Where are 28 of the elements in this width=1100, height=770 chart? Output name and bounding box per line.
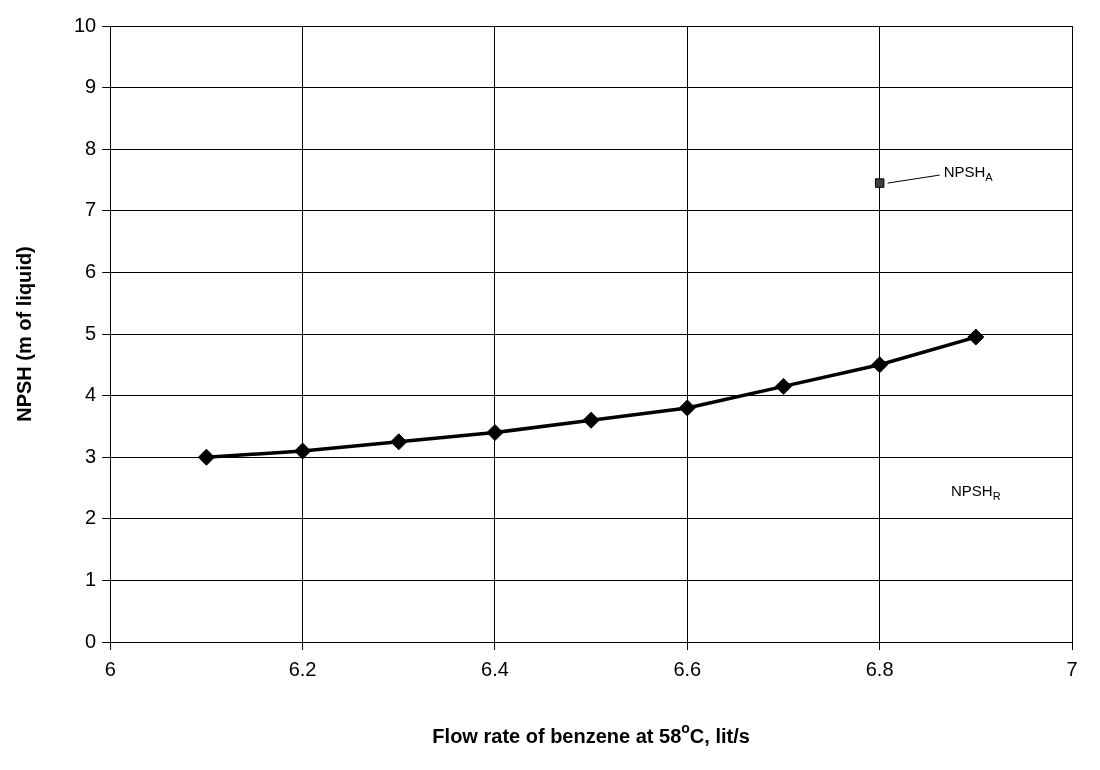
y-tick-label: 5 bbox=[85, 321, 97, 344]
point bbox=[390, 433, 408, 451]
point bbox=[774, 377, 792, 395]
y-tick-label: 7 bbox=[85, 198, 97, 221]
point bbox=[486, 424, 504, 442]
point bbox=[871, 356, 889, 374]
y-tick-label: 6 bbox=[85, 259, 97, 282]
point bbox=[582, 411, 600, 429]
y-tick-label: 9 bbox=[85, 75, 97, 98]
point bbox=[967, 328, 985, 346]
y-tick-label: 0 bbox=[85, 629, 97, 652]
point bbox=[874, 178, 885, 188]
x-tick-label: 6.2 bbox=[288, 657, 317, 680]
x-tick-label: 6.8 bbox=[865, 657, 894, 680]
y-axis-title: NPSH (m of liquid) bbox=[12, 246, 35, 422]
y-tick-label: 4 bbox=[85, 383, 97, 406]
y-tick-label: 8 bbox=[85, 136, 97, 159]
x-tick-label: 7 bbox=[1066, 657, 1078, 680]
y-tick-label: 2 bbox=[85, 506, 97, 529]
y-tick-label: 3 bbox=[85, 444, 97, 467]
point bbox=[197, 448, 215, 466]
x-tick-label: 6 bbox=[104, 657, 116, 680]
point bbox=[294, 442, 312, 460]
point bbox=[678, 399, 696, 417]
x-tick-label: 6.4 bbox=[481, 657, 509, 680]
y-tick-label: 10 bbox=[74, 13, 97, 36]
y-tick-label: 1 bbox=[85, 567, 97, 590]
x-tick-label: 6.6 bbox=[673, 657, 702, 680]
